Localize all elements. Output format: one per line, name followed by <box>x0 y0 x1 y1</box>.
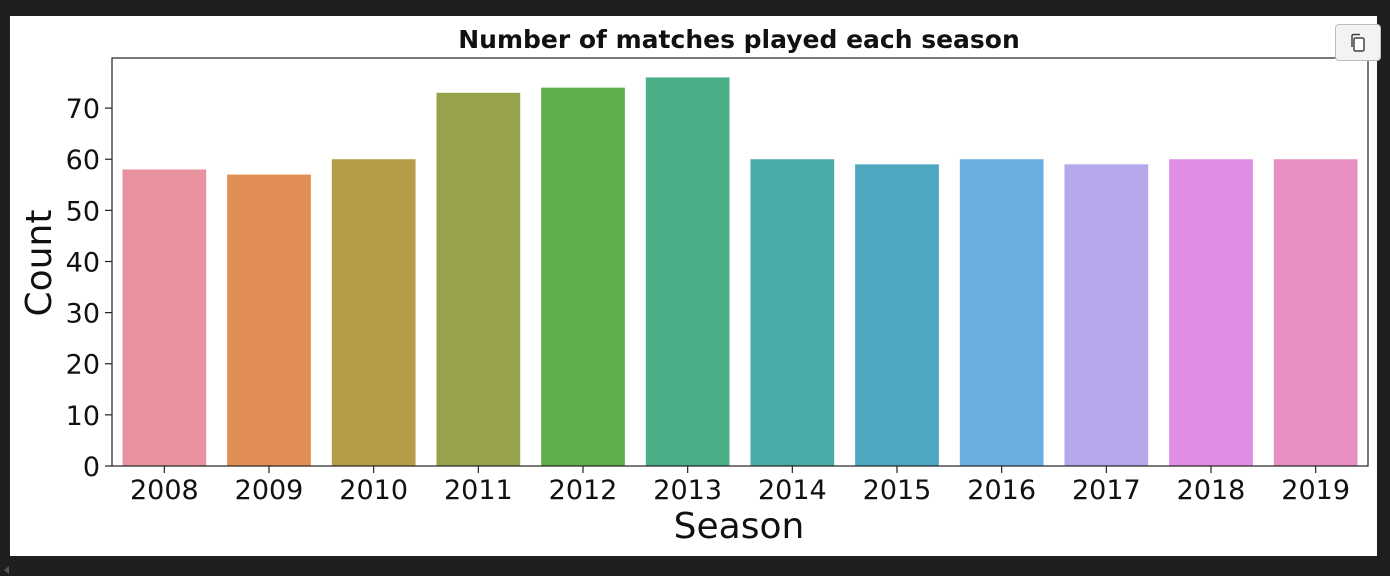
bottom-strip <box>0 556 1390 576</box>
y-tick-label: 30 <box>66 299 100 330</box>
y-tick-label: 70 <box>66 94 100 125</box>
bars-group <box>122 77 1358 467</box>
x-tick-label: 2010 <box>339 475 408 506</box>
bar-2011 <box>436 92 521 467</box>
bar-2009 <box>227 174 311 467</box>
x-tick-label: 2018 <box>1177 475 1246 506</box>
bar-2019 <box>1273 159 1358 466</box>
x-tick-label: 2009 <box>235 475 304 506</box>
bar-2015 <box>855 164 939 466</box>
x-tick-label: 2013 <box>653 475 722 506</box>
y-tick-label: 0 <box>83 452 100 483</box>
x-tick-label: 2019 <box>1281 475 1350 506</box>
x-axis-title: Season <box>674 506 805 547</box>
bar-2018 <box>1169 159 1253 466</box>
y-axis-title: Count <box>19 210 60 317</box>
bar-2008 <box>122 169 207 466</box>
bar-2016 <box>959 159 1044 466</box>
y-tick-label: 50 <box>66 196 100 227</box>
y-tick-label: 40 <box>66 247 100 278</box>
x-tick-label: 2017 <box>1072 475 1141 506</box>
x-tick-label: 2014 <box>758 475 827 506</box>
bar-2012 <box>541 87 625 466</box>
bar-2014 <box>750 159 835 466</box>
bar-2013 <box>645 77 730 466</box>
x-tick-label: 2011 <box>444 475 513 506</box>
y-tick-label: 10 <box>66 401 100 432</box>
resize-handle-icon[interactable] <box>4 566 9 574</box>
x-tick-label: 2016 <box>967 475 1036 506</box>
y-axis-ticks: 0 10 20 30 40 50 60 70 <box>66 94 112 483</box>
chart-title: Number of matches played each season <box>458 25 1020 54</box>
x-tick-label: 2012 <box>549 475 618 506</box>
x-tick-label: 2015 <box>863 475 932 506</box>
y-tick-label: 20 <box>66 350 100 381</box>
bar-2017 <box>1064 164 1149 466</box>
y-tick-label: 60 <box>66 145 100 176</box>
x-tick-label: 2008 <box>130 475 199 506</box>
x-axis-ticks: 2008 2009 2010 2011 2012 2013 2014 2015 2016 2017… <box>130 466 1350 506</box>
copy-button[interactable] <box>1335 24 1381 61</box>
bar-2010 <box>331 159 416 466</box>
copy-icon <box>1351 33 1365 52</box>
